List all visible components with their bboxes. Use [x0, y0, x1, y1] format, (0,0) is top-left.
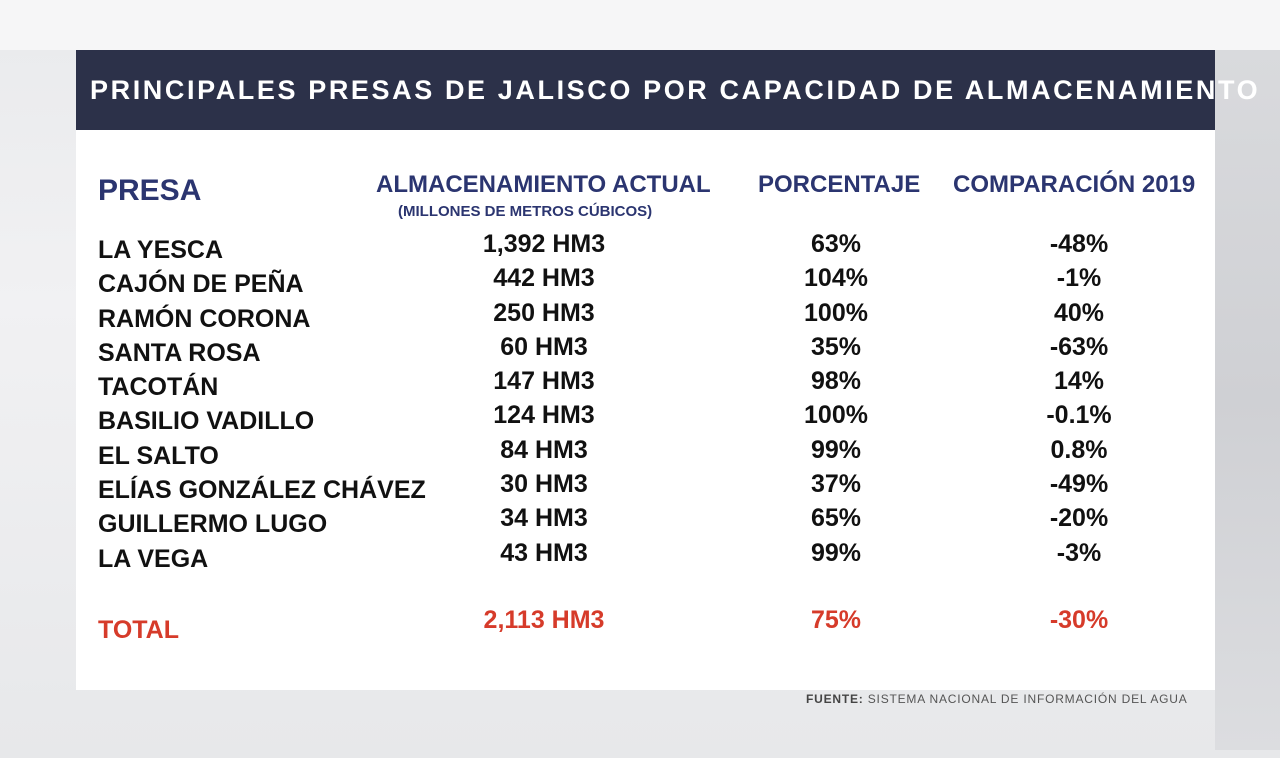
table-row: TACOTÁN 147 HM3 98% 14% — [76, 367, 1215, 401]
header-almacenamiento: ALMACENAMIENTO ACTUAL — [376, 171, 711, 198]
cell-almacenamiento: 147 HM3 — [493, 367, 595, 396]
cell-porcentaje: 99% — [810, 435, 862, 464]
cell-almacenamiento: 60 HM3 — [500, 332, 588, 361]
cell-comparacion: -48% — [1049, 230, 1109, 258]
header-porcentaje: PORCENTAJE — [758, 171, 921, 198]
header-comparacion: COMPARACIÓN 2019 — [953, 171, 1196, 198]
cell-presa: TACOTÁN — [98, 373, 219, 402]
cell-comparacion: 14% — [1053, 367, 1105, 396]
header-presa: PRESA — [98, 174, 202, 207]
cell-porcentaje: 100% — [804, 298, 868, 327]
table-body: LA YESCA 1,392 HM3 63% -48% CAJÓN DE PEÑ… — [76, 230, 1215, 573]
cell-comparacion: -1% — [1056, 264, 1102, 293]
cell-comparacion: 40% — [1053, 298, 1105, 327]
cell-presa: EL SALTO — [98, 441, 219, 470]
cell-porcentaje: 35% — [810, 332, 862, 361]
cell-almacenamiento: 1,392 HM3 — [482, 230, 606, 258]
cell-presa: SANTA ROSA — [98, 338, 261, 367]
cell-presa: LA YESCA — [98, 236, 224, 264]
cell-presa: LA VEGA — [98, 544, 209, 573]
cell-presa: BASILIO VADILLO — [98, 407, 315, 436]
cell-comparacion: -63% — [1049, 332, 1109, 361]
cell-comparacion: -0.1% — [1046, 401, 1112, 430]
cell-comparacion: 0.8% — [1050, 435, 1108, 464]
cell-porcentaje: 100% — [804, 401, 868, 430]
total-porcentaje: 75% — [810, 606, 862, 634]
table-row: EL SALTO 84 HM3 99% 0.8% — [76, 436, 1215, 470]
table-row: LA YESCA 1,392 HM3 63% -48% — [76, 230, 1215, 264]
source-note: FUENTE: SISTEMA NACIONAL DE INFORMACIÓN … — [806, 692, 1188, 706]
infographic-card: PRINCIPALES PRESAS DE JALISCO POR CAPACI… — [76, 50, 1258, 690]
table-row: SANTA ROSA 60 HM3 35% -63% — [76, 333, 1215, 367]
cell-almacenamiento: 250 HM3 — [493, 298, 595, 327]
background-right — [1215, 50, 1280, 750]
table-row: LA VEGA 43 HM3 99% -3% — [76, 539, 1215, 573]
total-almacenamiento: 2,113 HM3 — [483, 606, 605, 634]
cell-porcentaje: 99% — [810, 538, 862, 567]
cell-almacenamiento: 34 HM3 — [500, 504, 588, 533]
table-row: GUILLERMO LUGO 34 HM3 65% -20% — [76, 504, 1215, 538]
source-text: SISTEMA NACIONAL DE INFORMACIÓN DEL AGUA — [867, 692, 1188, 706]
table-row: CAJÓN DE PEÑA 442 HM3 104% -1% — [76, 264, 1215, 298]
header-almacenamiento-subtitle: (MILLONES DE METROS CÚBICOS) — [398, 203, 653, 220]
background-top — [0, 0, 1280, 50]
cell-presa: RAMÓN CORONA — [98, 304, 311, 333]
total-label: TOTAL — [98, 616, 180, 644]
cell-presa: GUILLERMO LUGO — [98, 510, 328, 539]
table-row: BASILIO VADILLO 124 HM3 100% -0.1% — [76, 401, 1215, 435]
cell-comparacion: -49% — [1049, 470, 1109, 499]
table-row: RAMÓN CORONA 250 HM3 100% 40% — [76, 299, 1215, 333]
cell-comparacion: -20% — [1049, 504, 1109, 533]
cell-almacenamiento: 43 HM3 — [500, 538, 588, 567]
cell-almacenamiento: 442 HM3 — [493, 264, 595, 293]
cell-presa: CAJÓN DE PEÑA — [98, 270, 304, 299]
cell-porcentaje: 37% — [810, 470, 862, 499]
cell-presa: ELÍAS GONZÁLEZ CHÁVEZ — [98, 476, 426, 505]
cell-porcentaje: 104% — [804, 264, 868, 293]
cell-comparacion: -3% — [1056, 538, 1102, 567]
cell-porcentaje: 65% — [810, 504, 862, 533]
total-row: TOTAL 2,113 HM3 75% -30% — [76, 606, 1215, 646]
cell-porcentaje: 63% — [810, 230, 862, 258]
cell-almacenamiento: 124 HM3 — [493, 401, 595, 430]
cell-almacenamiento: 84 HM3 — [500, 435, 588, 464]
total-comparacion: -30% — [1049, 606, 1109, 634]
page-title: PRINCIPALES PRESAS DE JALISCO POR CAPACI… — [90, 74, 1261, 105]
cell-porcentaje: 98% — [810, 367, 862, 396]
title-bar: PRINCIPALES PRESAS DE JALISCO POR CAPACI… — [76, 50, 1258, 130]
source-label: FUENTE: — [806, 692, 864, 706]
cell-almacenamiento: 30 HM3 — [500, 470, 588, 499]
table-row: ELÍAS GONZÁLEZ CHÁVEZ 30 HM3 37% -49% — [76, 470, 1215, 504]
